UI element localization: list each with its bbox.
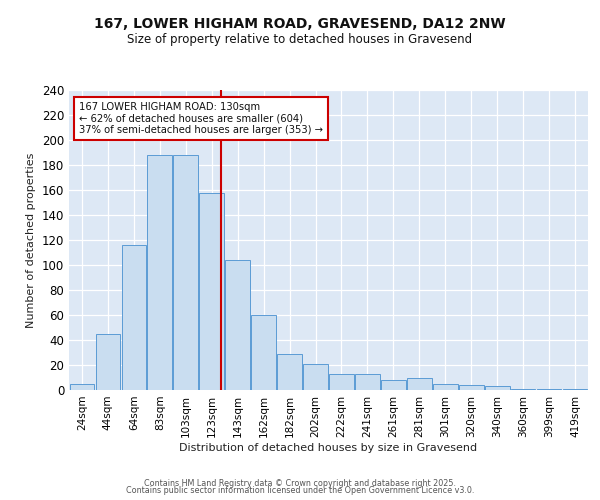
Bar bbox=[122, 245, 146, 390]
Bar bbox=[355, 374, 380, 390]
Bar bbox=[226, 260, 250, 390]
Text: 167, LOWER HIGHAM ROAD, GRAVESEND, DA12 2NW: 167, LOWER HIGHAM ROAD, GRAVESEND, DA12 … bbox=[94, 18, 506, 32]
Bar bbox=[95, 334, 120, 390]
Text: 167 LOWER HIGHAM ROAD: 130sqm
← 62% of detached houses are smaller (604)
37% of : 167 LOWER HIGHAM ROAD: 130sqm ← 62% of d… bbox=[79, 102, 323, 135]
Bar bbox=[70, 384, 94, 390]
Bar bbox=[277, 354, 302, 390]
Bar bbox=[459, 385, 484, 390]
Bar bbox=[407, 378, 431, 390]
Bar bbox=[381, 380, 406, 390]
Bar bbox=[511, 389, 535, 390]
Bar bbox=[537, 389, 562, 390]
Bar bbox=[485, 386, 509, 390]
Bar bbox=[563, 389, 587, 390]
Y-axis label: Number of detached properties: Number of detached properties bbox=[26, 152, 36, 328]
Bar bbox=[173, 155, 198, 390]
Bar bbox=[303, 364, 328, 390]
Bar bbox=[148, 155, 172, 390]
Bar bbox=[329, 374, 354, 390]
X-axis label: Distribution of detached houses by size in Gravesend: Distribution of detached houses by size … bbox=[179, 442, 478, 452]
Text: Size of property relative to detached houses in Gravesend: Size of property relative to detached ho… bbox=[127, 32, 473, 46]
Bar bbox=[199, 192, 224, 390]
Text: Contains public sector information licensed under the Open Government Licence v3: Contains public sector information licen… bbox=[126, 486, 474, 495]
Bar bbox=[433, 384, 458, 390]
Bar bbox=[251, 315, 276, 390]
Text: Contains HM Land Registry data © Crown copyright and database right 2025.: Contains HM Land Registry data © Crown c… bbox=[144, 478, 456, 488]
